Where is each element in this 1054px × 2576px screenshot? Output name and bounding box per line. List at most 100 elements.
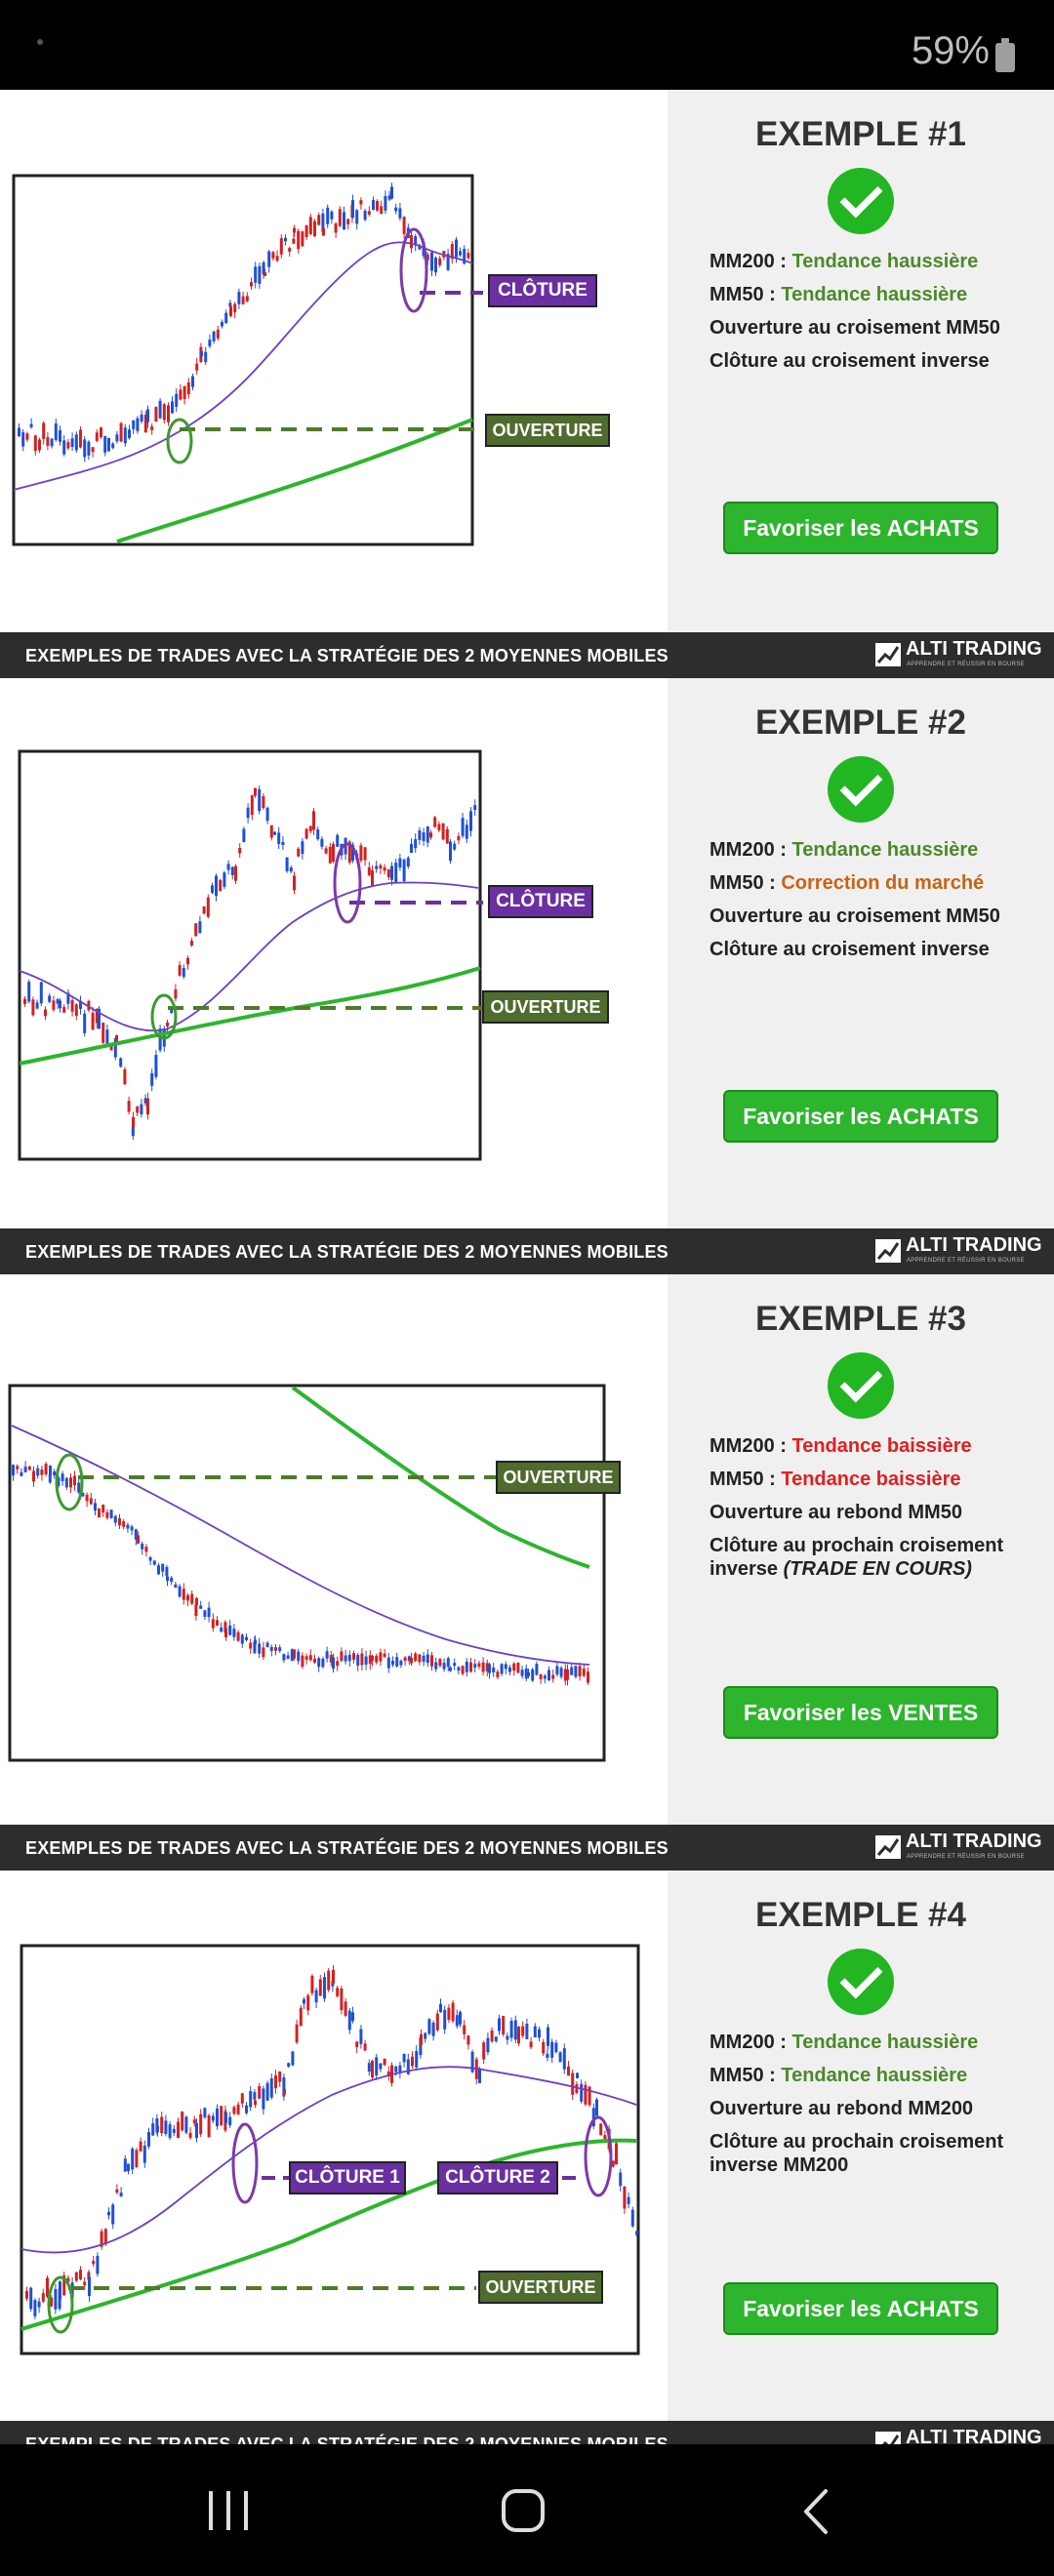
favor-buy-button[interactable]: Favoriser les ACHATS — [723, 502, 998, 554]
candle-body — [262, 262, 265, 275]
candle-body — [234, 865, 237, 881]
candle-body — [41, 2293, 45, 2302]
candles-group — [12, 1461, 589, 1686]
candle-body — [178, 965, 182, 976]
candle-body — [107, 2211, 110, 2216]
open-marker — [55, 1453, 84, 1511]
candle-body — [147, 2132, 150, 2147]
candle-body — [478, 2068, 481, 2083]
candle-body — [144, 1547, 148, 1552]
candle-body — [21, 432, 25, 447]
candle-body — [278, 2072, 282, 2082]
candle-body — [165, 1567, 169, 1577]
mm50-value: Tendance baissière — [781, 1469, 961, 1490]
candle-body — [324, 848, 328, 854]
candles-group — [18, 182, 470, 463]
entry-rule: Ouverture au croisement MM50 — [709, 317, 1000, 339]
candle-body — [430, 1655, 433, 1667]
candle-body — [37, 2301, 41, 2308]
image-viewer-content[interactable]: CLÔTURE OUVERTURE EXEMPLE #1 MM200 : Ten… — [0, 90, 1054, 2444]
candle-body — [35, 1002, 39, 1009]
candle-body — [441, 823, 445, 840]
candle-body — [451, 2002, 455, 2022]
alti-trading-logo-icon — [875, 643, 901, 666]
candle-body — [371, 870, 374, 886]
candle-body — [367, 211, 371, 215]
candle-body — [95, 432, 99, 441]
candle-body — [344, 2001, 347, 2016]
favor-sell-button[interactable]: Favoriser les VENTES — [723, 1686, 998, 1739]
candle-body — [304, 1656, 308, 1660]
strategy-details: MM200 : Tendance haussière MM50 : Correc… — [709, 838, 1041, 971]
candle-body — [445, 828, 449, 844]
banner-3: EXEMPLES DE TRADES AVEC LA STRATÉGIE DES… — [0, 1825, 1054, 1871]
candle-body — [236, 2104, 240, 2114]
candle-body — [85, 1494, 89, 1502]
candle-body — [379, 2063, 383, 2070]
candle-body — [351, 2012, 354, 2022]
candle-body — [459, 251, 462, 256]
candle-body — [580, 2083, 584, 2102]
candle-body — [158, 400, 162, 419]
example-section-2: CLÔTURE OUVERTURE EXEMPLE #2 MM200 : Ten… — [0, 678, 1054, 1274]
favor-buy-button[interactable]: Favoriser les ACHATS — [723, 2282, 998, 2335]
candle-body — [488, 1664, 491, 1673]
candle-body — [375, 1656, 379, 1663]
candle-body — [387, 195, 391, 200]
candle-body — [450, 244, 454, 260]
candle-body — [551, 1674, 555, 1679]
candle-body — [61, 1473, 64, 1481]
candle-body — [529, 2041, 533, 2048]
candle-body — [410, 843, 413, 854]
candle-body — [459, 2011, 462, 2025]
example-title: EXEMPLE #1 — [755, 115, 966, 153]
candle-body — [473, 1664, 477, 1668]
candle-body — [463, 249, 466, 264]
candle-body — [516, 1662, 520, 1673]
candle-body — [200, 350, 203, 357]
candle-body — [46, 2277, 49, 2297]
candle-body — [308, 217, 312, 234]
candle-body — [245, 296, 249, 302]
candle-body — [140, 414, 143, 422]
candle-body — [228, 1625, 232, 1635]
candle-body — [123, 1068, 127, 1085]
candle-body — [167, 405, 170, 423]
candlestick-chart-1 — [12, 174, 483, 546]
candle-body — [33, 2300, 37, 2316]
candle-body — [216, 2108, 219, 2126]
candle-body — [465, 825, 468, 839]
candle-body — [332, 1657, 335, 1670]
home-icon[interactable] — [500, 2487, 547, 2534]
candle-body — [379, 1652, 383, 1662]
candle-body — [418, 245, 422, 250]
candle-body — [156, 2125, 159, 2132]
recent-apps-icon[interactable] — [207, 2489, 250, 2532]
candle-body — [62, 440, 66, 455]
candle-body — [52, 1000, 56, 1010]
candle-body — [359, 200, 363, 205]
mm50-line — [19, 881, 479, 1032]
exit-rule: Clôture au prochain croisement inverse M… — [709, 2131, 1004, 2176]
candle-body — [101, 1023, 105, 1043]
candle-body — [329, 1654, 333, 1663]
favor-buy-button[interactable]: Favoriser les ACHATS — [723, 1090, 998, 1143]
back-icon[interactable] — [800, 2487, 831, 2536]
candle-body — [166, 1022, 169, 1026]
candle-body — [20, 1471, 23, 1476]
candle-body — [466, 2035, 470, 2045]
candle-body — [136, 418, 140, 431]
candle-body — [325, 1651, 329, 1659]
candle-body — [422, 832, 426, 841]
candle-body — [567, 2066, 570, 2076]
candle-body — [27, 982, 31, 1002]
candle-body — [446, 1658, 450, 1668]
candle-body — [326, 207, 330, 224]
candle-body — [42, 423, 46, 439]
candle-body — [59, 1000, 61, 1009]
candle-body — [127, 2163, 130, 2172]
candle-body — [59, 430, 61, 442]
banner-title: EXEMPLES DE TRADES AVEC LA STRATÉGIE DES… — [25, 646, 669, 665]
candle-body — [181, 2112, 184, 2131]
candle-body — [433, 817, 437, 827]
